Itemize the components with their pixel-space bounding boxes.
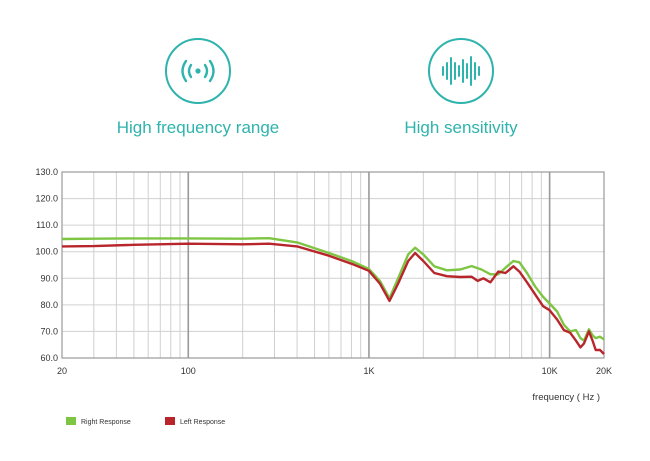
x-tick-label: 10K — [542, 366, 558, 376]
feature-high-frequency-range: High frequency range — [88, 38, 308, 138]
series-line-left-response — [61, 242, 605, 355]
feature-label: High frequency range — [116, 118, 280, 137]
y-tick-label: 110.0 — [36, 220, 58, 230]
plot-frame — [61, 171, 605, 359]
frequency-response-chart: 60.0 70.0 80.0 90.0 100.0 110.0 120.0 130.0 20 1… — [35, 167, 612, 426]
feature-label: High sensitivity — [404, 118, 518, 137]
series-line-right-response — [61, 237, 605, 342]
y-tick-label: 120.0 — [35, 194, 58, 204]
y-axis-ticks: 60.0 70.0 80.0 90.0 100.0 110.0 120.0 130.0 — [35, 167, 58, 363]
x-axis-ticks: 20 100 1K 10K 20K — [57, 366, 612, 376]
y-tick-label: 90.0 — [40, 273, 58, 283]
x-tick-label: 20 — [57, 366, 67, 376]
y-tick-label: 100.0 — [35, 247, 58, 257]
wireless-signal-icon — [165, 38, 231, 104]
legend-label: Left Response — [180, 419, 225, 426]
x-axis-title: frequency ( Hz ) — [532, 392, 600, 403]
x-tick-label: 100 — [181, 366, 196, 376]
y-tick-label: 80.0 — [40, 300, 58, 310]
x-tick-label: 1K — [363, 366, 374, 376]
legend-label: Right Response — [81, 419, 131, 426]
feature-high-sensitivity: High sensitivity — [351, 38, 571, 138]
y-tick-label: 70.0 — [40, 326, 58, 336]
chart-series — [61, 237, 605, 355]
legend-swatch — [165, 417, 175, 425]
y-tick-label: 130.0 — [35, 167, 58, 177]
chart-grid — [61, 171, 605, 359]
legend-swatch — [66, 417, 76, 425]
x-tick-label: 20K — [596, 366, 612, 376]
chart-legend: Right Response Left Response — [66, 417, 225, 426]
sound-wave-icon — [428, 38, 494, 104]
y-tick-label: 60.0 — [40, 353, 58, 363]
